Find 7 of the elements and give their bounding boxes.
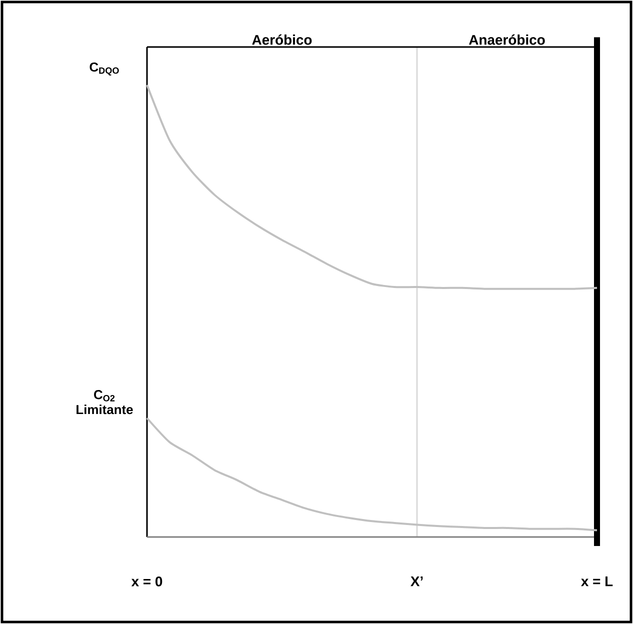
annotation: C$_{O2}$ Limitante [76,390,133,414]
x-tick-label: x = 0 [131,576,162,586]
x-tick-label: X’ [410,576,423,586]
text: Anaeróbico [468,34,545,45]
text: Aeróbico [252,34,312,45]
annotation: C$_{DQO}$ [90,62,119,76]
x-tick-label: x = L [581,576,613,586]
